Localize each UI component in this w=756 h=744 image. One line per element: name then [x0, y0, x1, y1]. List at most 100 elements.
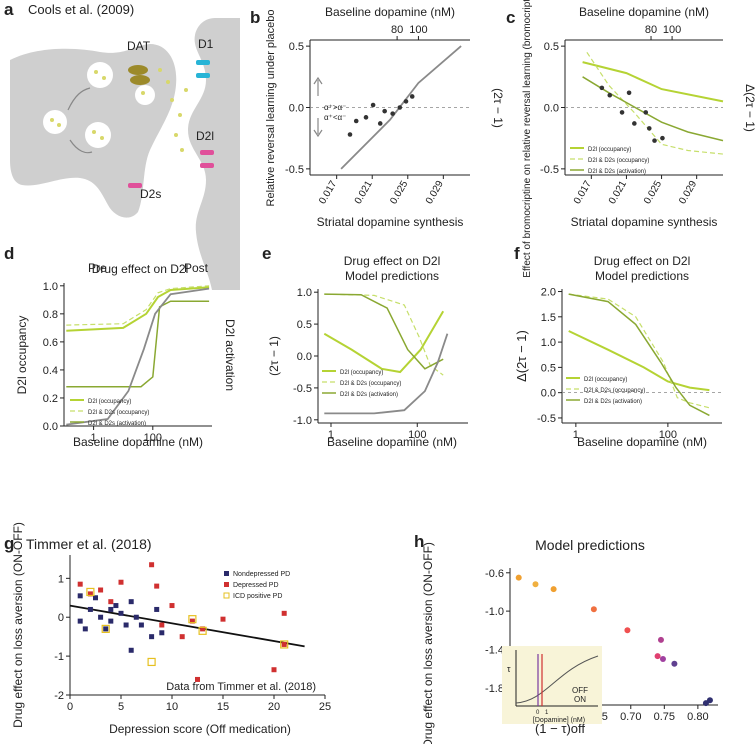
y-tick-label: -1.4 — [485, 644, 504, 656]
y-tick-label: 0.4 — [43, 365, 58, 377]
legend-label: D2l (occupancy) — [584, 377, 627, 383]
inset-tick: 1 — [545, 710, 549, 716]
y-axis-title: Drug effect on loss aversion (ON-OFF) — [421, 542, 435, 744]
regression-line — [69, 604, 305, 648]
y-tick-label: 0.0 — [43, 421, 58, 433]
citation-cools: Cools et al. (2009) — [28, 2, 135, 17]
data-point — [409, 94, 415, 99]
y-axis-title: Effect of bromocriptine on relative reve… — [522, 0, 533, 278]
nondepressed-point — [77, 618, 83, 624]
legend-label: ICD positive PD — [233, 593, 282, 600]
series-line — [66, 300, 210, 388]
depressed-point — [169, 603, 175, 609]
x-tick-label: 1 — [91, 432, 97, 444]
icd-point — [101, 624, 110, 633]
panel-label-c: c — [506, 8, 516, 27]
dopamine-dot — [180, 148, 184, 152]
dopamine-dot — [178, 113, 182, 117]
y-tick-label: 0.0 — [541, 388, 556, 400]
dopamine-dot — [170, 98, 174, 102]
data-point — [403, 99, 409, 104]
dat-transporter — [128, 65, 148, 75]
series-line — [582, 76, 724, 142]
y-tick-label: -0.5 — [293, 383, 312, 395]
arrow-down-head — [313, 129, 323, 138]
legend-label: D2l (occupancy) — [588, 147, 631, 153]
y-axis-title: Δ(2τ − 1) — [514, 330, 529, 382]
series-line — [66, 286, 210, 332]
data-point — [347, 132, 353, 137]
top-tick-label: 80 — [645, 24, 657, 36]
series-line — [66, 285, 210, 326]
vesicle — [87, 62, 113, 88]
icd-point — [147, 657, 156, 667]
data-point — [671, 660, 678, 667]
x-axis-title: Baseline dopamine (nM) — [73, 435, 203, 449]
data-point — [370, 102, 376, 108]
off-label: OFF — [572, 686, 588, 695]
y-tick-label: -1.0 — [293, 415, 312, 427]
annotation-up: α⁺>α⁻ — [324, 103, 346, 112]
x-tick-label: 25 — [319, 701, 331, 713]
y-tick-label: 1.0 — [541, 337, 556, 349]
series-line — [66, 287, 210, 426]
nondepressed-point — [113, 603, 119, 609]
series-line — [323, 310, 445, 374]
dopamine-dot — [158, 68, 162, 72]
series-line — [568, 330, 710, 392]
right-axis-title: D2l activation — [223, 319, 237, 391]
y-tick-label: 1.5 — [541, 312, 556, 324]
chart-title: Drug effect on D2l — [344, 254, 441, 268]
nondepressed-point — [159, 630, 165, 636]
depressed-point — [281, 610, 287, 616]
legend-label: D2l (occupancy) — [340, 370, 383, 376]
inset-tick: 0 — [536, 710, 540, 716]
y-tick-label: -0.5 — [537, 413, 556, 425]
data-point — [646, 126, 652, 131]
panel-label-b: b — [250, 8, 261, 27]
x-tick-label: 0.025 — [388, 179, 410, 207]
dopamine-dot — [57, 123, 61, 127]
top-tick-label: 100 — [409, 24, 427, 36]
data-point — [532, 581, 539, 588]
vesicle — [85, 122, 111, 148]
legend-label: D2l & D2s (occupancy) — [340, 381, 401, 387]
x-tick-label: 0.80 — [687, 711, 708, 723]
dopamine-dot — [184, 88, 188, 92]
y-tick-label: -0.5 — [285, 164, 304, 176]
depressed-point — [87, 591, 93, 597]
series-line — [324, 333, 449, 415]
x-tick-label: 0.021 — [607, 179, 629, 207]
icd-point — [86, 587, 95, 597]
data-point — [657, 636, 664, 643]
data-point — [619, 110, 625, 115]
dopamine-dot — [166, 80, 170, 84]
d2l-label: D2l — [196, 129, 214, 143]
x-tick-label: 1 — [328, 429, 334, 441]
pre-label: Pre — [88, 261, 107, 275]
depressed-point — [195, 676, 200, 682]
series-line — [568, 293, 710, 409]
y-tick-label: 0.5 — [541, 362, 556, 374]
data-point — [397, 105, 403, 110]
x-tick-label: 15 — [217, 701, 229, 713]
nondepressed-point — [118, 610, 124, 616]
depressed-point — [118, 579, 124, 585]
x-tick-label: 0.017 — [572, 179, 594, 207]
x-axis-title: Striatal dopamine synthesis — [571, 215, 718, 229]
nondepressed-point — [103, 626, 109, 632]
inset-x-label: [Dopamine] (nM) — [533, 717, 585, 724]
dopamine-dot — [102, 76, 106, 80]
dat-transporter — [130, 75, 150, 85]
depressed-point — [108, 599, 114, 605]
icd-point — [198, 626, 207, 635]
y-tick-label: 0.6 — [43, 337, 58, 349]
data-point — [390, 111, 395, 116]
right-axis-title: Δ(2τ − 1) — [743, 84, 756, 132]
y-tick-label: 0.0 — [289, 103, 304, 115]
inset-curve — [515, 655, 599, 704]
nondepressed-point — [123, 622, 129, 628]
x-tick-label: 0.70 — [620, 711, 641, 723]
x-axis-title: Baseline dopamine (nM) — [327, 435, 457, 449]
y-axis-title: Relative reversal learning under placebo — [265, 10, 277, 207]
